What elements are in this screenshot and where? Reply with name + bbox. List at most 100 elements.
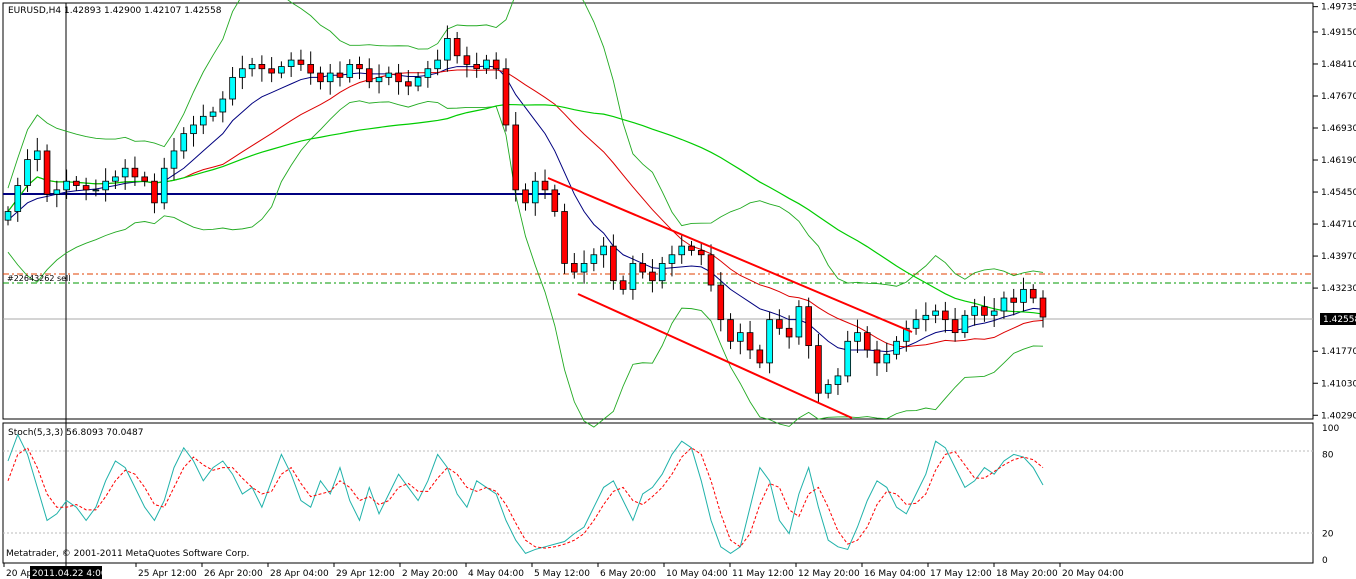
bear-candle-body <box>776 319 783 329</box>
bear-candle-body <box>1029 288 1037 299</box>
candle <box>43 144 51 202</box>
candle <box>492 52 500 80</box>
candle <box>717 272 725 332</box>
bear-candle-body <box>756 349 764 364</box>
bear-candle-body <box>688 245 695 251</box>
candle <box>453 31 461 64</box>
candle <box>893 336 900 360</box>
current-price-tag <box>1320 313 1356 325</box>
bear-candle-body <box>805 306 812 347</box>
candle <box>776 309 783 335</box>
band-lower-line <box>7 100 1044 428</box>
bear-candle-body <box>492 59 500 70</box>
bull-candle-body <box>932 310 939 316</box>
candle <box>424 60 432 88</box>
candle <box>649 259 656 293</box>
candle <box>258 55 266 82</box>
bull-candle-body <box>248 64 256 70</box>
candle <box>805 297 812 359</box>
bull-candle-body <box>854 332 861 342</box>
bull-candle-body <box>209 111 217 117</box>
candle <box>571 253 578 279</box>
channel-upper-line[interactable] <box>547 177 913 333</box>
bear-candle-body <box>336 72 344 78</box>
bear-candle-body <box>365 68 373 83</box>
candle <box>199 104 207 135</box>
candlestick-series <box>4 25 1047 403</box>
price-tick-label: 1.41770 <box>1321 347 1356 357</box>
bear-candle-body <box>82 185 90 191</box>
candle <box>502 58 510 132</box>
candle <box>33 137 41 172</box>
time-tick-label: 25 Apr 12:00 <box>138 569 197 579</box>
bull-candle-body <box>121 167 129 178</box>
price-tick-label: 1.44710 <box>1321 220 1356 230</box>
candle <box>278 61 285 79</box>
bear-candle-body <box>942 310 949 321</box>
bull-candle-body <box>883 353 891 364</box>
candle <box>697 242 705 266</box>
price-tick-label: 1.46930 <box>1321 124 1356 134</box>
candle <box>990 298 998 328</box>
bull-candle-body <box>190 124 197 135</box>
bull-candle-body <box>424 68 432 78</box>
bull-candle-body <box>102 180 109 191</box>
bull-candle-body <box>444 38 451 61</box>
candle <box>112 170 119 190</box>
bear-candle-body <box>473 64 480 70</box>
candle <box>1029 284 1037 304</box>
candle <box>287 52 295 77</box>
price-tick-label: 1.45450 <box>1321 188 1356 198</box>
bull-candle-body <box>375 76 383 83</box>
candle <box>785 315 793 349</box>
main-chart-frame <box>2 2 1314 420</box>
candle <box>463 46 471 78</box>
candle <box>151 173 158 214</box>
candle <box>522 183 529 211</box>
time-tick-label: 10 May 04:00 <box>666 569 728 579</box>
candle <box>512 111 520 202</box>
price-tick-label: 1.40290 <box>1321 411 1356 421</box>
candle <box>883 342 891 373</box>
candle <box>746 320 754 360</box>
candle <box>551 184 559 217</box>
bear-candle-body <box>697 250 705 256</box>
candle <box>209 106 217 122</box>
bull-candle-body <box>629 263 637 290</box>
bear-candle-body <box>639 263 646 273</box>
candle <box>610 234 617 290</box>
stoch-header: Stoch(5,3,3) 56.8093 70.0487 <box>8 428 143 438</box>
candle <box>727 313 734 350</box>
time-tick-label: 12 May 20:00 <box>798 569 860 579</box>
bear-candle-body <box>561 211 568 264</box>
candle <box>73 176 80 191</box>
bull-candle-body <box>385 72 393 78</box>
bear-candle-body <box>395 72 402 83</box>
stoch-tick-label: 20 <box>1322 530 1334 540</box>
candle <box>629 255 637 300</box>
price-tick-label: 1.43970 <box>1321 252 1356 262</box>
bull-candle-body <box>658 263 666 282</box>
bear-candle-body <box>268 68 275 74</box>
candle <box>239 55 246 90</box>
candle <box>678 234 686 264</box>
candle <box>297 49 305 71</box>
candle <box>707 244 715 292</box>
channel-lower-line[interactable] <box>577 293 853 419</box>
bull-candle-body <box>580 263 588 273</box>
bear-candle-body <box>522 189 529 204</box>
bull-candle-body <box>590 254 598 264</box>
bear-candle-body <box>571 263 578 273</box>
price-tick-label: 1.43230 <box>1321 284 1356 294</box>
candle <box>1010 288 1018 316</box>
time-tick-label: 20 May 04:00 <box>1062 569 1124 579</box>
candle <box>766 311 773 374</box>
order-label: #22643262 sell <box>7 274 71 283</box>
candle <box>561 203 568 274</box>
bull-candle-body <box>1000 297 1008 312</box>
candle <box>619 275 627 295</box>
candle <box>385 66 393 86</box>
bear-candle-body <box>727 319 734 342</box>
bull-candle-body <box>63 180 70 191</box>
price-tick-label: 1.41030 <box>1321 379 1356 389</box>
